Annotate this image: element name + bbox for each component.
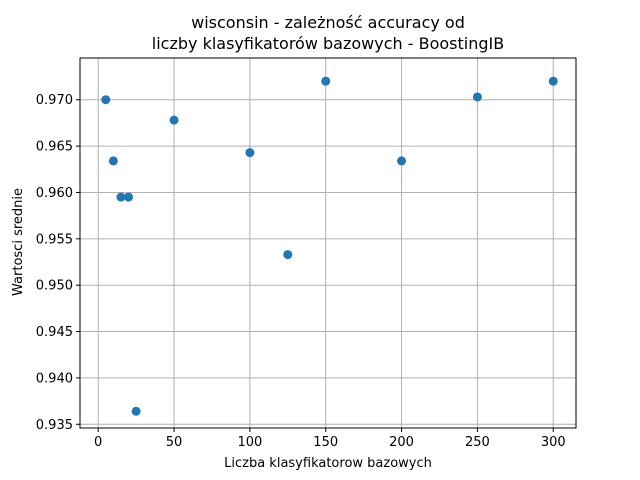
data-points [101,76,558,416]
x-axis-label: Liczba klasyfikatorow bazowych [224,456,432,471]
data-point [116,192,126,202]
chart-title-line-2: liczby klasyfikatorów bazowych - Boostin… [152,34,504,53]
x-tick-label: 200 [389,435,414,450]
y-tick-label: 0.950 [36,279,73,294]
data-point [245,148,255,158]
y-tick-label: 0.955 [36,232,73,247]
chart-title-line-1: wisconsin - zależność accuracy od [191,13,465,32]
data-point [397,156,407,166]
y-tick-label: 0.940 [36,371,73,386]
data-point [131,406,141,416]
axis-ticks: 0 50 100 150 200 250 300 0.935 0.940 0.945 0.950 0.… [36,93,566,450]
y-tick-label: 0.935 [36,418,73,433]
data-point [283,250,293,260]
data-point [124,192,134,202]
x-tick-label: 0 [94,435,102,450]
data-point [101,95,111,105]
y-axis-label: Wartosci srednie [11,188,26,296]
x-tick-label: 100 [237,435,262,450]
x-tick-label: 250 [465,435,490,450]
y-tick-label: 0.970 [36,93,73,108]
y-tick-label: 0.945 [36,325,73,340]
grid [80,58,576,428]
data-point [548,76,558,86]
x-tick-label: 50 [166,435,183,450]
data-point [321,76,331,86]
data-point [108,156,118,166]
x-tick-label: 150 [313,435,338,450]
data-point [169,115,179,125]
y-tick-label: 0.965 [36,140,73,155]
plot-frame [79,57,577,429]
y-tick-label: 0.960 [36,186,73,201]
data-point [472,92,482,102]
x-tick-label: 300 [541,435,566,450]
